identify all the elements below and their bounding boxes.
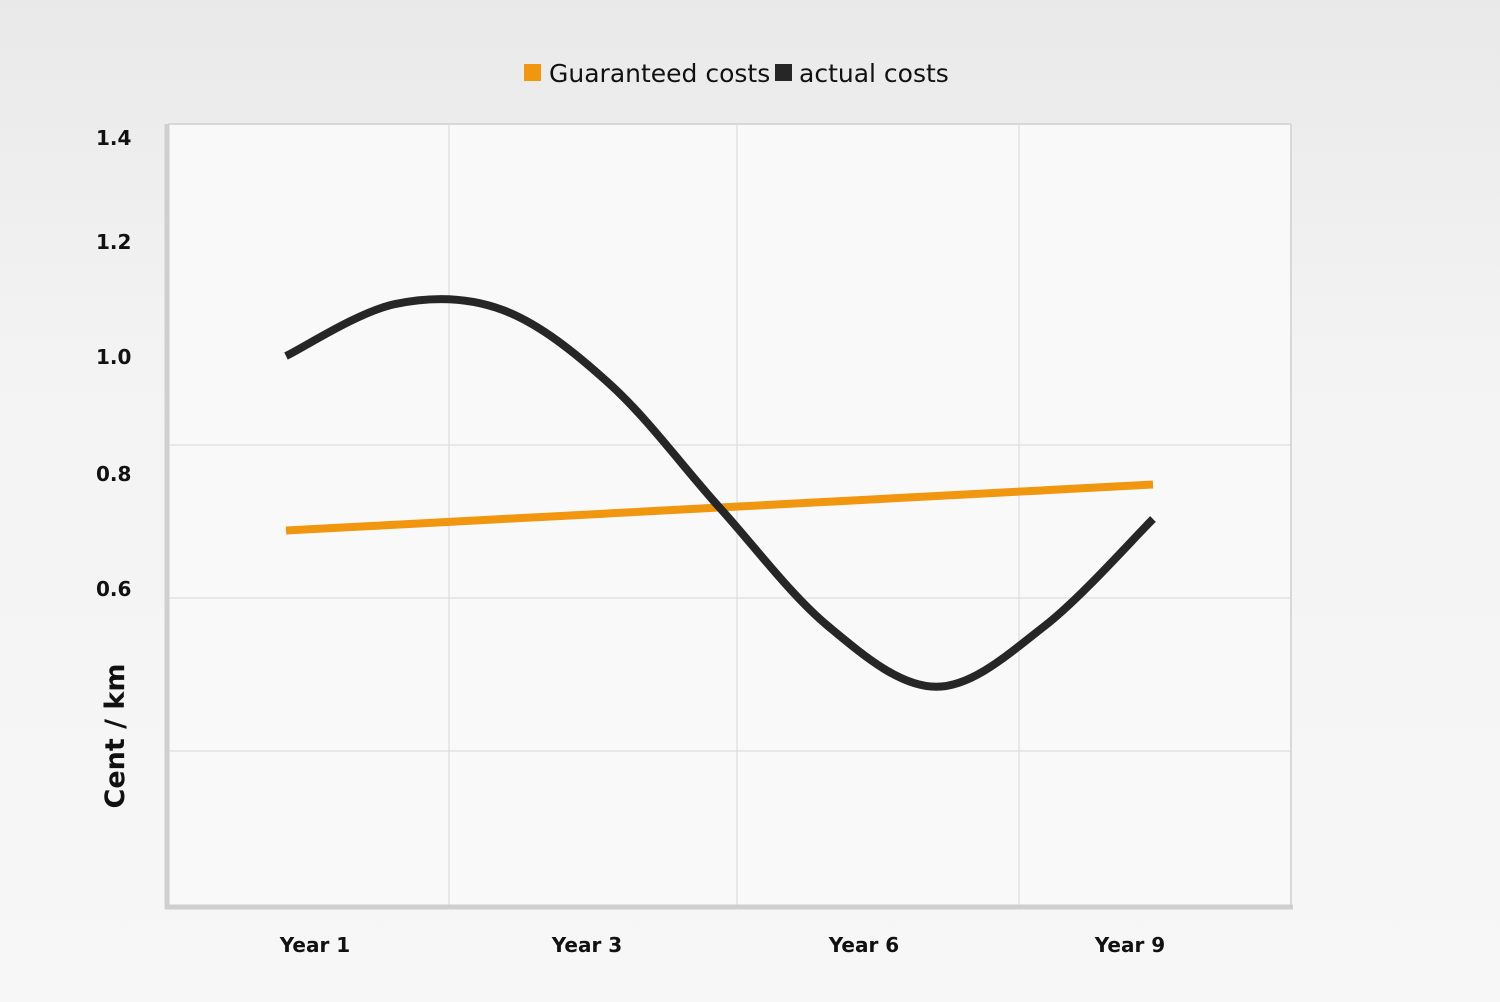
- legend-label-guaranteed-costs: Guaranteed costs: [549, 59, 770, 88]
- y-tick-label: 1.4: [96, 126, 131, 150]
- legend-label-actual-costs: actual costs: [799, 59, 949, 88]
- y-tick-label: 0.8: [96, 462, 131, 486]
- x-tick-label: Year 9: [1094, 933, 1165, 957]
- x-tick-labels: Year 1 Year 3 Year 6 Year 9: [279, 933, 1165, 957]
- y-tick-labels: 1.4 1.2 1.0 0.8 0.6: [96, 126, 131, 601]
- y-tick-label: 1.2: [96, 230, 131, 254]
- y-tick-label: 0.6: [96, 577, 131, 601]
- legend: Guaranteed costs actual costs: [524, 59, 949, 88]
- y-tick-label: 1.0: [96, 345, 131, 369]
- series-line-actual-costs: [284, 295, 1156, 691]
- legend-swatch-guaranteed-costs: [524, 64, 541, 81]
- y-axis-title: Cent / km: [100, 663, 131, 808]
- x-tick-label: Year 3: [551, 933, 622, 957]
- gridlines: [168, 123, 1292, 907]
- x-tick-label: Year 1: [279, 933, 350, 957]
- x-tick-label: Year 6: [828, 933, 899, 957]
- legend-swatch-actual-costs: [775, 64, 792, 81]
